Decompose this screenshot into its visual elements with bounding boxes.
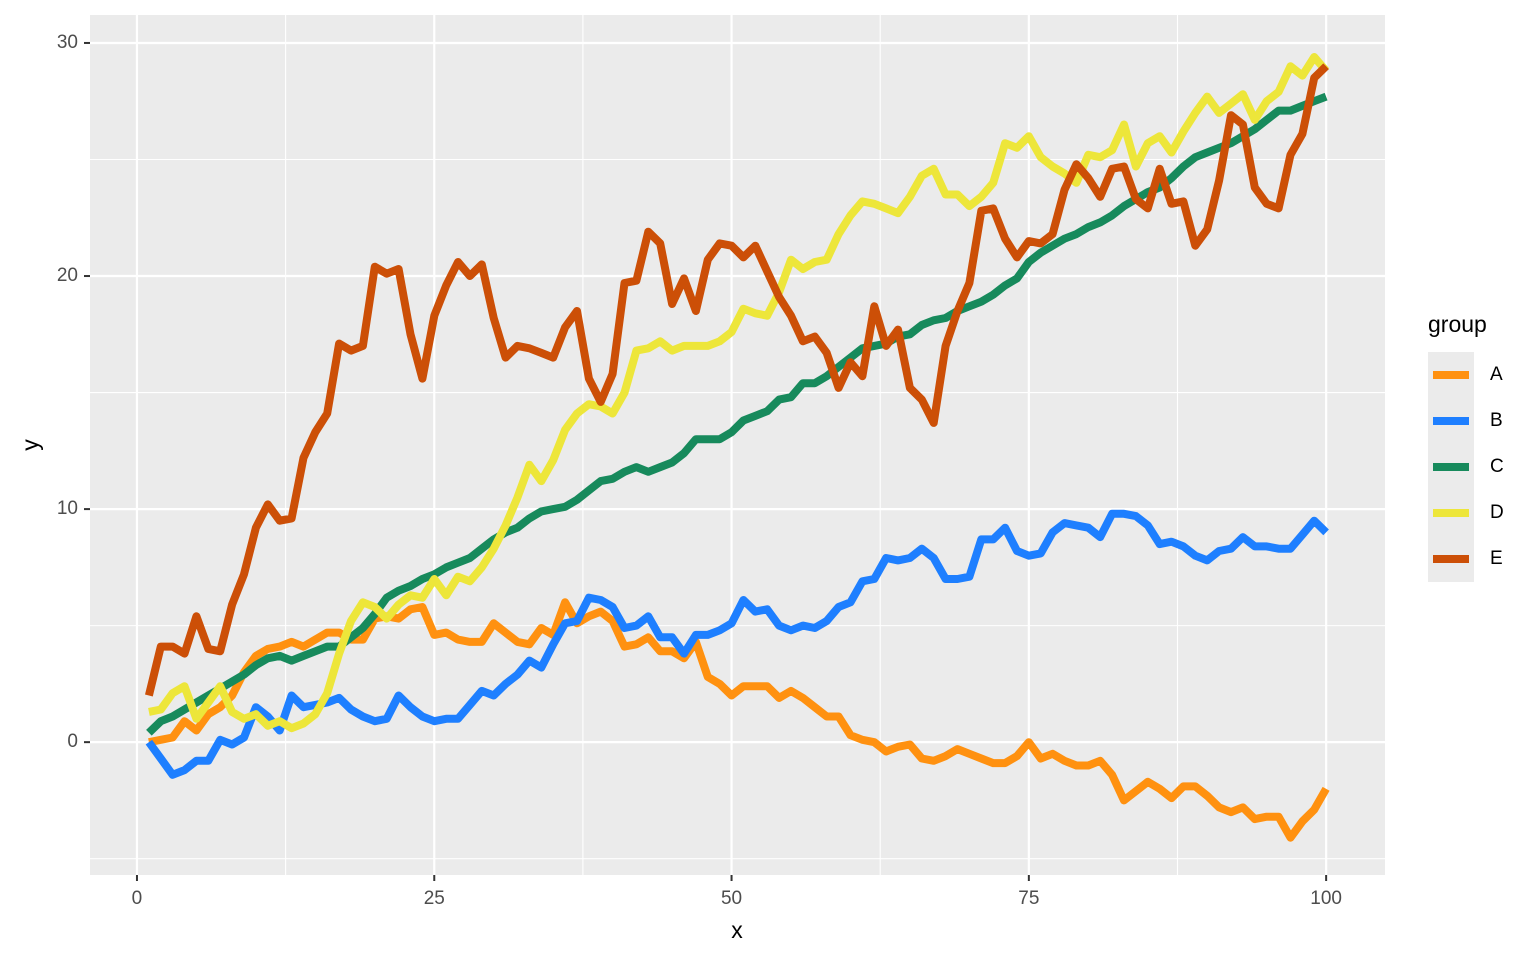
legend-label: D <box>1490 502 1504 523</box>
x-tick-label: 25 <box>424 888 445 909</box>
x-axis-title: x <box>731 917 743 943</box>
x-tick-label: 75 <box>1018 888 1039 909</box>
y-tick-label: 20 <box>57 265 78 286</box>
series-line <box>148 53 1330 733</box>
legend-title: group <box>1428 311 1487 337</box>
lines <box>145 53 1330 842</box>
x-tick-label: 0 <box>132 888 143 909</box>
legend-label: E <box>1490 548 1503 569</box>
x-tick-label: 50 <box>721 888 742 909</box>
x-tick-label: 100 <box>1310 888 1342 909</box>
axes: 0 25 50 75 100 0 10 20 30 <box>57 32 1342 909</box>
y-axis-title: y <box>17 439 43 451</box>
series-line <box>145 63 1329 697</box>
y-tick-label: 30 <box>57 32 78 53</box>
legend-label: A <box>1490 364 1503 385</box>
panel-background <box>90 15 1385 875</box>
series-line <box>145 509 1329 779</box>
legend-label: C <box>1490 456 1504 477</box>
grid <box>90 15 1385 875</box>
y-tick-label: 10 <box>57 498 78 519</box>
legend: A B C D E <box>1428 352 1504 582</box>
y-tick-label: 0 <box>67 731 78 752</box>
legend-label: B <box>1490 410 1503 431</box>
